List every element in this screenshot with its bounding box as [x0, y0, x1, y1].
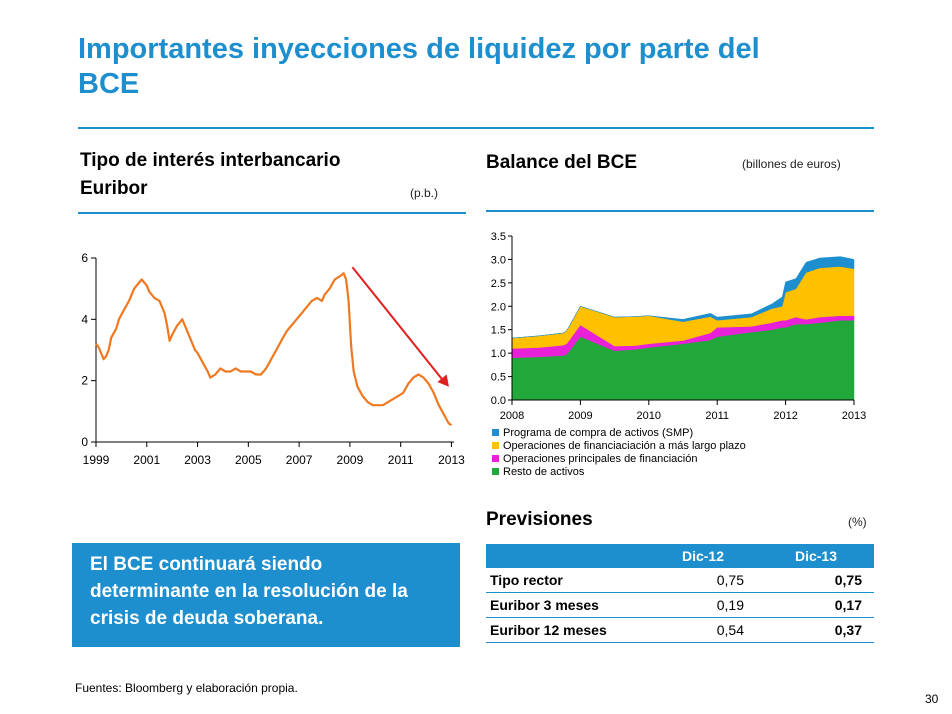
legend-label: Operaciones principales de financiación [503, 453, 697, 465]
title-divider [78, 127, 874, 129]
euribor-panel-divider [78, 212, 466, 214]
forecast-header-blank [486, 544, 648, 568]
legend-label: Operaciones de financiaciación a más lar… [503, 440, 746, 452]
forecast-table: Dic-12 Dic-13 Tipo rector 0,75 0,75 Euri… [486, 544, 874, 643]
legend-label: Programa de compra de activos (SMP) [503, 427, 693, 439]
x-tick-label: 2012 [773, 410, 797, 422]
euribor-line-chart: 0 2 4 6 1999 2001 2003 2005 2007 2009 2011 2013 [81, 251, 465, 467]
y-tick-label: 3.5 [491, 231, 506, 243]
x-tick-label: 2003 [184, 453, 211, 467]
y-tick-label: 6 [81, 251, 88, 265]
legend-swatch [492, 429, 499, 436]
row-label: Euribor 12 meses [486, 617, 648, 643]
page-number: 30 [925, 692, 939, 706]
y-tick-label: 2.5 [491, 278, 506, 290]
table-row: Tipo rector 0,75 0,75 [486, 568, 874, 593]
legend-swatch [492, 442, 499, 449]
euribor-panel-title-line2: Euribor [80, 178, 148, 199]
page-title: Importantes inyecciones de liquidez por … [78, 33, 760, 100]
row-value-dic13: 0,75 [758, 568, 874, 593]
row-value-dic12: 0,75 [648, 568, 758, 593]
callout-text: El BCE continuará siendo determinante en… [90, 554, 408, 629]
table-row: Euribor 12 meses 0,54 0,37 [486, 617, 874, 643]
y-tick-label: 4 [81, 312, 88, 326]
row-value-dic12: 0,54 [648, 617, 758, 643]
x-tick-label: 2010 [637, 410, 661, 422]
x-tick-label: 2009 [568, 410, 592, 422]
x-tick-label: 2013 [842, 410, 866, 422]
x-tick-label: 2008 [500, 410, 524, 422]
y-tick-label: 1.0 [491, 348, 506, 360]
row-value-dic13: 0,37 [758, 617, 874, 643]
x-tick-label: 2011 [705, 410, 729, 422]
x-tick-label: 2007 [286, 453, 313, 467]
table-row: Euribor 3 meses 0,19 0,17 [486, 592, 874, 618]
legend-swatch [492, 455, 499, 462]
x-tick-label: 1999 [83, 453, 110, 467]
y-tick-label: 2 [81, 374, 88, 388]
y-tick-label: 2.0 [491, 301, 506, 313]
euribor-series-line [95, 272, 453, 427]
y-tick-label: 0 [81, 435, 88, 449]
forecast-header-dic13: Dic-13 [758, 544, 874, 568]
x-tick-label: 2009 [337, 453, 364, 467]
ecb-balance-area-chart: 0.0 0.5 1.0 1.5 2.0 2.5 3.0 3.5 2008 2009 2010 2011… [491, 231, 867, 478]
forecast-unit-label: (%) [848, 515, 867, 529]
x-tick-label: 2011 [388, 453, 414, 467]
area-series-4 [511, 256, 855, 339]
balance-unit-label: (billones de euros) [742, 157, 841, 171]
x-tick-label: 2001 [133, 453, 160, 467]
trend-arrow-line [351, 266, 446, 384]
legend-swatch [492, 468, 499, 475]
legend-label: Resto de activos [503, 466, 585, 478]
trend-arrow-head [437, 374, 449, 387]
row-value-dic13: 0,17 [758, 592, 874, 618]
balance-panel-title: Balance del BCE [486, 152, 637, 173]
forecast-title: Previsiones [486, 509, 593, 530]
euribor-panel-title-line1: Tipo de interés interbancario [80, 150, 341, 171]
x-tick-label: 2005 [235, 453, 262, 467]
y-tick-label: 3.0 [491, 254, 506, 266]
y-tick-label: 1.5 [491, 325, 506, 337]
forecast-header-dic12: Dic-12 [648, 544, 758, 568]
source-note: Fuentes: Bloomberg y elaboración propia. [75, 681, 298, 695]
row-value-dic12: 0,19 [648, 592, 758, 618]
y-tick-label: 0.0 [491, 395, 506, 407]
x-tick-label: 2013 [438, 453, 465, 467]
euribor-unit-label: (p.b.) [410, 186, 439, 200]
row-label: Tipo rector [486, 568, 648, 593]
callout-box: El BCE continuará siendo determinante en… [72, 543, 460, 647]
row-label: Euribor 3 meses [486, 592, 648, 618]
forecast-header-row: Dic-12 Dic-13 [486, 544, 874, 568]
y-tick-label: 0.5 [491, 372, 506, 384]
balance-panel-divider [486, 210, 874, 212]
